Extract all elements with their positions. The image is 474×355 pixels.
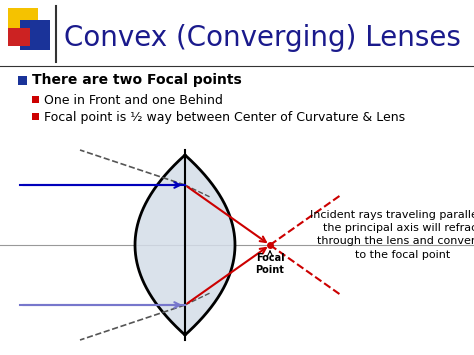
Text: Incident rays traveling parallel to
the principal axis will refract
through the : Incident rays traveling parallel to the … xyxy=(310,210,474,260)
Bar xyxy=(8,28,30,46)
Text: There are two Focal points: There are two Focal points xyxy=(32,73,242,87)
Bar xyxy=(20,20,50,50)
Bar xyxy=(32,96,39,103)
Bar xyxy=(32,113,39,120)
Text: Convex (Converging) Lenses: Convex (Converging) Lenses xyxy=(64,24,461,52)
Text: Focal
Point: Focal Point xyxy=(255,253,284,275)
Text: Focal point is ½ way between Center of Curvature & Lens: Focal point is ½ way between Center of C… xyxy=(44,110,405,124)
Text: One in Front and one Behind: One in Front and one Behind xyxy=(44,93,223,106)
Bar xyxy=(18,76,27,85)
Bar xyxy=(8,8,38,38)
Polygon shape xyxy=(135,155,235,335)
